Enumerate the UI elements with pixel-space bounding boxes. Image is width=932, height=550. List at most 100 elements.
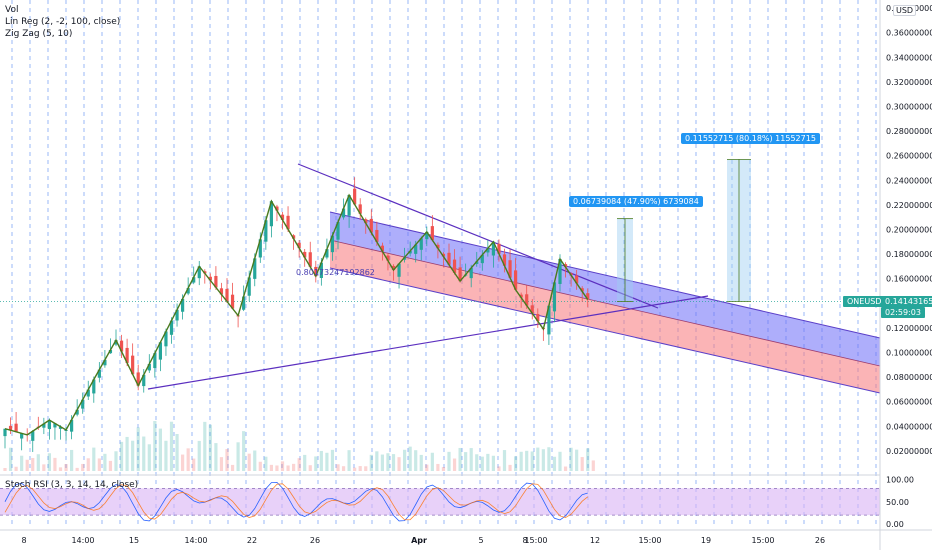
zig-zag-indicator-label[interactable]: Zig Zag (5, 10): [5, 29, 73, 39]
candle-body: [186, 288, 190, 294]
volume-bar: [203, 421, 207, 471]
candle-body: [491, 241, 495, 256]
stoch-rsi-indicator-label[interactable]: Stoch RSI (3, 3, 14, 14, close): [5, 480, 139, 490]
volume-bar: [36, 454, 40, 471]
volume-bar: [208, 424, 212, 471]
price-tick-label: 0.28000000: [886, 127, 932, 136]
volume-bar: [458, 447, 462, 471]
candle-body: [369, 218, 373, 233]
volume-bar: [181, 454, 185, 471]
candle-body: [81, 399, 85, 409]
volume-bar: [452, 458, 457, 471]
candle-body: [497, 243, 501, 254]
volume-bar: [108, 460, 113, 471]
price-tick-label: 0.26000000: [886, 152, 932, 161]
volume-bar: [364, 466, 368, 471]
volume-bar: [575, 449, 579, 471]
volume-bar: [419, 454, 423, 471]
volume-bar: [97, 458, 101, 471]
candle-body: [164, 331, 168, 347]
measure-label-2: 0.11552715 (80.18%) 11552715: [681, 133, 820, 144]
countdown-badge: 02:59:03: [881, 307, 925, 318]
candle-body: [108, 349, 113, 354]
current-price-badge: 0.14143165: [881, 296, 932, 307]
volume-bar: [8, 447, 13, 471]
volume-bar: [308, 465, 312, 471]
candle-body: [336, 222, 340, 240]
volume-bar: [480, 456, 484, 471]
lin-reg-indicator-label[interactable]: Lin Reg (2, -2, 100, close): [5, 17, 121, 27]
candle-body: [269, 201, 273, 227]
candle-body: [403, 257, 407, 260]
time-tick-label: 15:00: [751, 536, 774, 545]
candle-body: [158, 342, 162, 360]
volume-bar: [253, 450, 257, 471]
regression-lower-line: [329, 267, 881, 394]
candle-body: [136, 372, 140, 386]
price-tick-label: 0.16000000: [886, 275, 932, 284]
vol-indicator-label[interactable]: Vol: [5, 5, 19, 15]
regression-upper-line: [329, 211, 881, 339]
volume-bar: [164, 440, 168, 471]
candle-body: [153, 353, 157, 369]
volume-bar: [258, 461, 262, 471]
candle-body: [436, 244, 440, 249]
candle-body: [586, 293, 590, 300]
ascending-trendline: [147, 295, 709, 390]
candle-body: [230, 294, 235, 309]
symbol-price-badge: ONEUSD: [843, 296, 886, 307]
volume-bar: [475, 454, 479, 471]
volume-bar: [269, 464, 273, 471]
candle-body: [380, 245, 384, 252]
price-tick-label: 0.06000000: [886, 398, 932, 407]
candle-body: [480, 254, 484, 264]
time-tick-label: 15:00: [638, 536, 661, 545]
volume-bar: [347, 450, 351, 471]
candle-body: [20, 433, 24, 439]
candle-body: [580, 288, 584, 292]
volume-bar: [391, 454, 396, 471]
volume-bar: [319, 450, 323, 471]
price-tick-label: 0.36000000: [886, 29, 932, 38]
volume-bar: [236, 442, 240, 471]
volume-bar: [314, 456, 318, 471]
volume-bar: [303, 454, 307, 471]
candle-body: [353, 188, 357, 205]
time-tick-label: 5: [478, 536, 483, 545]
currency-button[interactable]: USD: [893, 5, 917, 16]
candle-body: [536, 314, 540, 322]
candle-body: [142, 374, 146, 387]
volume-bar: [552, 456, 557, 471]
volume-bar: [103, 453, 107, 471]
candle-body: [169, 320, 174, 335]
price-tick-label: 0.02000000: [886, 447, 932, 456]
candle-body: [314, 266, 318, 277]
candle-body: [125, 347, 129, 363]
volume-bar: [430, 452, 434, 471]
time-tick-label: 14:00: [71, 536, 94, 545]
volume-bar: [147, 444, 151, 471]
volume-bar: [175, 433, 179, 471]
volume-bar: [197, 440, 201, 471]
volume-bar: [192, 458, 196, 471]
volume-bar: [414, 450, 418, 471]
price-tick-label: 0.32000000: [886, 78, 932, 87]
regression-mid-line: [329, 239, 881, 367]
volume-bar: [14, 466, 18, 471]
volume-bar: [336, 464, 340, 471]
volume-bar: [441, 467, 446, 471]
candle-body: [8, 425, 13, 431]
time-tick-label: 26: [310, 536, 320, 545]
volume-bar: [497, 466, 501, 471]
candle-body: [103, 359, 107, 366]
measure-label-1: 0.06739084 (47.90%) 6739084: [569, 196, 703, 207]
volume-bar: [369, 454, 373, 471]
time-tick-label: 14:00: [184, 536, 207, 545]
candle-body: [364, 219, 368, 224]
time-tick-label: 19: [701, 536, 711, 545]
candle-body: [97, 369, 101, 378]
candle-body: [458, 267, 462, 282]
volume-bar: [502, 450, 507, 471]
volume-bar: [114, 451, 118, 471]
